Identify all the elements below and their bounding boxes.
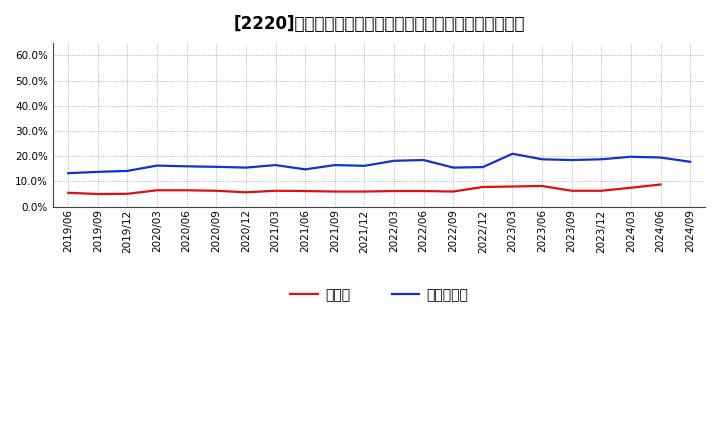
現預金 [153, 187, 161, 193]
有利子負債 [182, 164, 191, 169]
現預金 [479, 184, 487, 190]
有利子負債 [597, 157, 606, 162]
現預金 [597, 188, 606, 194]
Line: 現預金: 現預金 [68, 184, 660, 194]
有利子負債 [301, 167, 310, 172]
有利子負債 [64, 171, 73, 176]
現預金 [301, 188, 310, 194]
有利子負債 [479, 165, 487, 170]
有利子負債 [360, 163, 369, 169]
有利子負債 [242, 165, 251, 170]
有利子負債 [567, 158, 576, 163]
有利子負債 [390, 158, 398, 163]
有利子負債 [686, 159, 695, 165]
有利子負債 [538, 157, 546, 162]
有利子負債 [212, 164, 220, 169]
現預金 [360, 189, 369, 194]
現預金 [656, 182, 665, 187]
現預金 [182, 187, 191, 193]
Legend: 現預金, 有利子負債: 現預金, 有利子負債 [284, 282, 474, 308]
現預金 [567, 188, 576, 194]
現預金 [626, 185, 635, 191]
現預金 [242, 190, 251, 195]
有利子負債 [419, 158, 428, 163]
現預金 [271, 188, 280, 194]
有利子負債 [94, 169, 102, 175]
有利子負債 [626, 154, 635, 159]
現預金 [419, 188, 428, 194]
現預金 [390, 188, 398, 194]
現預金 [449, 189, 458, 194]
有利子負債 [153, 163, 161, 168]
有利子負債 [508, 151, 517, 156]
Title: [2220]　現預金、有利子負債の総資産に対する比率の推移: [2220] 現預金、有利子負債の総資産に対する比率の推移 [233, 15, 525, 33]
有利子負債 [656, 155, 665, 160]
現預金 [508, 184, 517, 189]
現預金 [538, 183, 546, 189]
現預金 [64, 190, 73, 195]
有利子負債 [330, 162, 339, 168]
現預金 [330, 189, 339, 194]
現預金 [94, 191, 102, 197]
現預金 [123, 191, 132, 196]
有利子負債 [449, 165, 458, 170]
Line: 有利子負債: 有利子負債 [68, 154, 690, 173]
現預金 [212, 188, 220, 194]
有利子負債 [271, 162, 280, 168]
有利子負債 [123, 168, 132, 173]
